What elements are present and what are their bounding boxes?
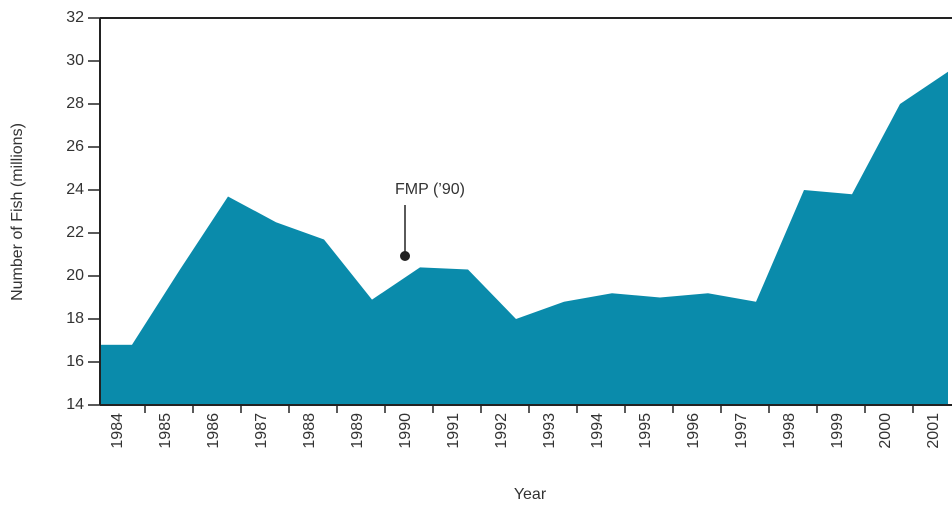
- plot-area: [100, 71, 948, 405]
- annotation-dot: [400, 251, 410, 261]
- y-tick-label: 32: [66, 9, 84, 26]
- x-tick-label: 1993: [541, 413, 558, 449]
- area-lead: [100, 344, 132, 405]
- x-tick-label: 1999: [829, 413, 846, 449]
- x-tick-label: 1987: [253, 413, 270, 449]
- x-tick-label: 1988: [301, 413, 318, 449]
- y-axis-label: Number of Fish (millions): [9, 123, 26, 301]
- x-tick-label: 1996: [685, 413, 702, 449]
- x-tick-label: 1992: [493, 413, 510, 449]
- x-tick-label: 1986: [205, 413, 222, 449]
- annotation: FMP (’90): [395, 181, 465, 198]
- area: [132, 71, 948, 405]
- x-tick-label: 1995: [637, 413, 654, 449]
- x-axis-label: Year: [514, 486, 547, 503]
- y-tick-label: 30: [66, 52, 84, 69]
- y-tick-label: 16: [66, 353, 84, 370]
- y-tick-label: 26: [66, 138, 84, 155]
- y-tick-label: 28: [66, 95, 84, 112]
- x-tick-label: 1991: [445, 413, 462, 449]
- y-tick-label: 24: [66, 181, 84, 198]
- x-tick-label: 1989: [349, 413, 366, 449]
- x-tick-label: 1994: [589, 413, 606, 449]
- y-tick-label: 14: [66, 396, 84, 413]
- y-tick-label: 22: [66, 224, 84, 241]
- x-tick-label: 1984: [109, 413, 126, 449]
- x-tick-label: 2000: [877, 413, 894, 449]
- x-tick-label: 2001: [925, 413, 942, 449]
- x-tick-label: 1990: [397, 413, 414, 449]
- y-tick-label: 20: [66, 267, 84, 284]
- x-tick-label: 1997: [733, 413, 750, 449]
- x-tick-label: 1998: [781, 413, 798, 449]
- x-tick-label: 1985: [157, 413, 174, 449]
- y-tick-label: 18: [66, 310, 84, 327]
